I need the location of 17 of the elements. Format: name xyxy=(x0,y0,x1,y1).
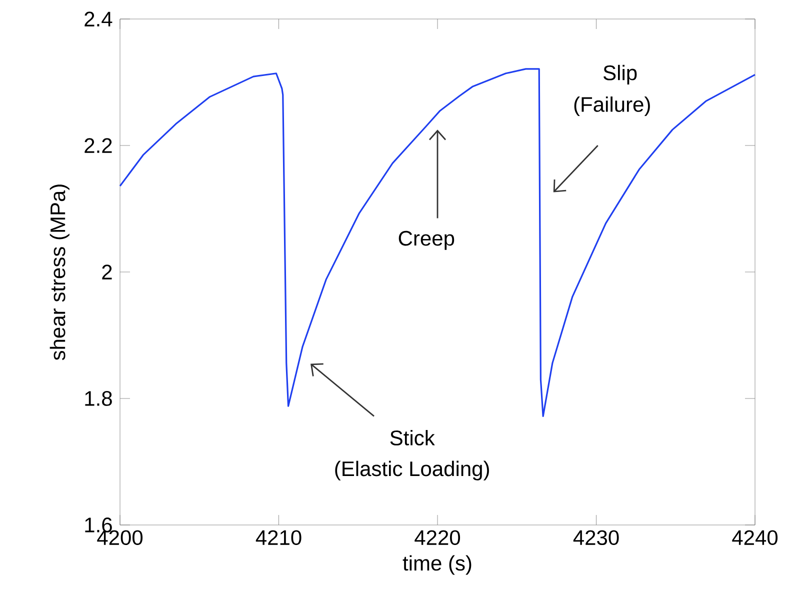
x-axis-title: time (s) xyxy=(402,555,472,575)
x-tick-label: 4240 xyxy=(732,530,778,546)
x-tick-label: 4200 xyxy=(97,530,143,546)
y-tick-label: 1.6 xyxy=(85,518,112,532)
y-tick-label: 2.4 xyxy=(84,12,112,26)
y-axis-title: shear stress (MPa) xyxy=(50,184,70,360)
y-tick-label: 2 xyxy=(102,264,112,280)
x-tick-label: 4220 xyxy=(414,530,460,546)
x-tick-label: 4230 xyxy=(573,530,619,546)
y-tick-label: 1.8 xyxy=(85,391,112,406)
x-tick-label: 4210 xyxy=(256,530,302,546)
annotation: Stick xyxy=(390,430,435,446)
annotation: Creep xyxy=(398,230,454,250)
annotation: Slip xyxy=(604,64,637,84)
annotation: (Elastic Loading) xyxy=(335,460,489,480)
annotation: (Failure) xyxy=(574,96,650,116)
y-tick-label: 2.2 xyxy=(84,138,112,153)
